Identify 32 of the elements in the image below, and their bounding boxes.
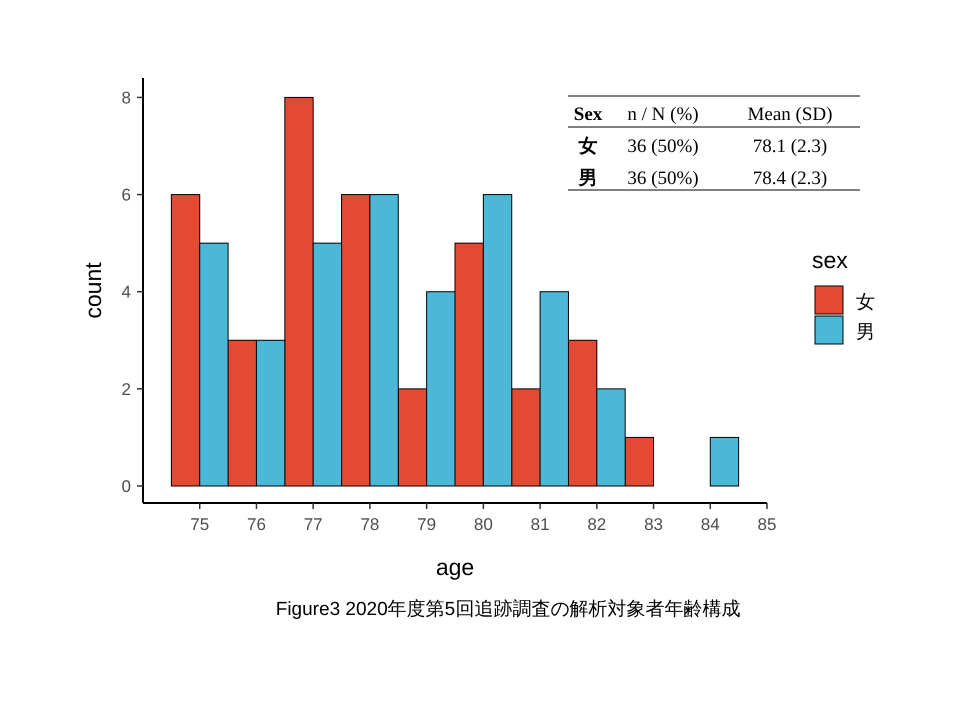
- x-tick-label: 84: [700, 515, 720, 534]
- annotation: 78.4 (2.3): [752, 168, 828, 189]
- annotation: Mean (SD): [748, 104, 832, 125]
- y-tick-label: 8: [122, 88, 131, 108]
- annotation: 36 (50%): [627, 136, 699, 157]
- x-tick-label: 81: [530, 515, 550, 534]
- caption: Figure3 2020年度第5回追跡調査の解析対象者年齢構成: [276, 598, 740, 620]
- x-axis-title: age: [436, 554, 474, 580]
- legend-title: sex: [812, 247, 848, 273]
- x-tick-label: 78: [360, 515, 380, 534]
- y-tick-label: 0: [122, 477, 131, 496]
- x-tick-label: 82: [587, 515, 606, 534]
- y-axis-title: count: [80, 262, 106, 319]
- x-tick-label: 76: [246, 515, 266, 534]
- annotation: 男: [578, 168, 598, 189]
- x-tick-label: 75: [190, 515, 210, 534]
- annotation: Sex: [574, 104, 603, 125]
- legend-label: 男: [856, 322, 875, 343]
- y-tick-label: 4: [122, 282, 131, 302]
- annotation: 36 (50%): [627, 168, 699, 189]
- x-tick-label: 83: [644, 515, 664, 534]
- x-tick-label: 85: [758, 515, 776, 534]
- legend-label: 女: [856, 292, 875, 313]
- x-tick-label: 80: [474, 515, 493, 534]
- bar: [710, 436, 740, 486]
- annotation: n / N (%): [627, 104, 699, 125]
- x-tick-label: 79: [417, 515, 436, 534]
- x-tick-label: 77: [304, 515, 323, 534]
- y-tick-label: 6: [122, 186, 131, 205]
- annotation: 78.1 (2.3): [752, 136, 828, 157]
- annotation: 女: [578, 136, 598, 157]
- y-tick-label: 2: [122, 380, 131, 399]
